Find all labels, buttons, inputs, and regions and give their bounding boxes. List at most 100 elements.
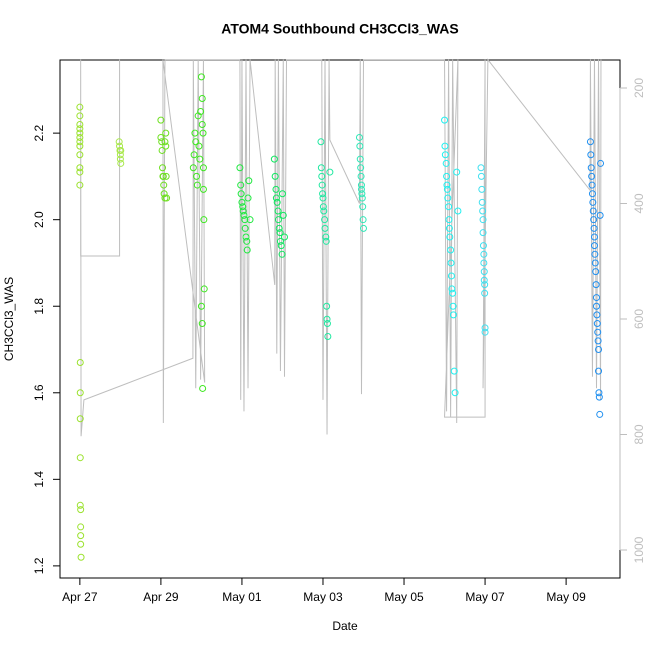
x-tick-label: Apr 29	[143, 590, 179, 604]
data-point	[162, 172, 170, 180]
data-point	[245, 177, 253, 185]
data-point	[444, 194, 452, 202]
data-point	[590, 224, 598, 232]
data-point	[319, 190, 327, 198]
data-point	[321, 224, 329, 232]
data-point	[477, 164, 485, 172]
data-point	[357, 164, 365, 172]
data-point	[591, 250, 599, 258]
data-point	[447, 259, 455, 267]
data-point	[450, 367, 458, 375]
data-point	[323, 320, 331, 328]
data-point	[193, 172, 201, 180]
data-point	[448, 285, 456, 293]
data-point	[276, 229, 284, 237]
data-point	[278, 190, 286, 198]
data-point	[280, 233, 288, 241]
data-point	[479, 229, 487, 237]
data-point	[359, 216, 367, 224]
data-point	[76, 454, 84, 462]
data-point	[480, 276, 488, 284]
data-point	[479, 216, 487, 224]
plot-frame	[59, 59, 621, 579]
data-point	[76, 125, 84, 133]
data-point	[358, 194, 366, 202]
data-point	[159, 172, 167, 180]
data-point	[246, 216, 254, 224]
data-point	[594, 337, 602, 345]
data-point	[319, 203, 327, 211]
data-point	[76, 358, 84, 366]
data-point	[592, 302, 600, 310]
data-point	[199, 164, 207, 172]
data-point	[477, 172, 485, 180]
data-point	[595, 393, 603, 401]
data-point	[157, 116, 165, 124]
y2-tick-label: 400	[632, 193, 646, 213]
data-point	[595, 346, 603, 354]
data-point	[236, 164, 244, 172]
x-tick-label: May 03	[303, 590, 343, 604]
data-point	[198, 95, 206, 103]
data-point	[445, 224, 453, 232]
data-point	[441, 116, 449, 124]
data-point	[324, 333, 332, 341]
data-point	[76, 138, 84, 146]
y2-tick-label: 200	[632, 78, 646, 98]
data-point	[323, 302, 331, 310]
data-point	[478, 198, 486, 206]
data-point	[441, 151, 449, 159]
data-point	[588, 190, 596, 198]
data-point	[272, 185, 280, 193]
data-point	[597, 159, 605, 167]
data-point	[321, 216, 329, 224]
x-tick-label: May 07	[465, 590, 505, 604]
data-point	[77, 532, 85, 540]
data-point	[158, 138, 166, 146]
data-point	[593, 320, 601, 328]
x-tick-label: May 09	[546, 590, 586, 604]
data-point	[116, 155, 124, 163]
data-point	[274, 216, 282, 224]
data-point	[76, 142, 84, 150]
data-point	[76, 168, 84, 176]
data-point	[442, 159, 450, 167]
data-point	[480, 250, 488, 258]
data-point	[590, 233, 598, 241]
data-point	[76, 103, 84, 111]
data-point	[241, 216, 249, 224]
data-point	[198, 320, 206, 328]
data-point	[323, 315, 331, 323]
data-point	[586, 138, 594, 146]
x-axis-label: Date	[332, 619, 358, 633]
data-point	[274, 207, 282, 215]
data-point	[191, 129, 199, 137]
data-point	[355, 133, 363, 141]
data-point	[197, 302, 205, 310]
data-point	[443, 181, 451, 189]
data-point	[116, 151, 124, 159]
data-point	[360, 224, 368, 232]
data-point	[449, 302, 457, 310]
data-point	[322, 233, 330, 241]
x-tick-label: May 05	[384, 590, 424, 604]
data-point	[481, 324, 489, 332]
data-point	[159, 164, 167, 172]
data-point	[595, 389, 603, 397]
pressure-line	[80, 58, 602, 437]
data-point	[117, 146, 125, 154]
data-point	[356, 142, 364, 150]
data-point	[197, 73, 205, 81]
data-point	[479, 207, 487, 215]
data-point	[357, 172, 365, 180]
y-tick-label: 2.2	[32, 124, 46, 141]
data-point	[443, 185, 451, 193]
data-point	[162, 129, 170, 137]
data-point	[318, 172, 326, 180]
data-point	[357, 185, 365, 193]
data-point	[163, 194, 171, 202]
data-point	[272, 194, 280, 202]
data-point	[453, 168, 461, 176]
data-point	[592, 268, 600, 276]
data-point	[592, 281, 600, 289]
